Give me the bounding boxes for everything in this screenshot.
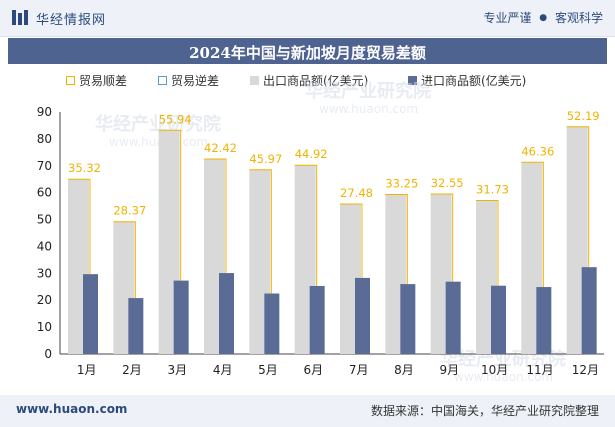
x-tick-label: 4月	[213, 363, 233, 377]
x-tick-label: 9月	[440, 363, 460, 377]
surplus-data-label: 44.92	[295, 147, 328, 161]
site-name: 华经情报网	[36, 13, 107, 28]
y-tick-label: 50	[37, 213, 52, 227]
surplus-bracket	[294, 164, 318, 286]
surplus-bracket	[385, 194, 408, 285]
y-tick-label: 40	[37, 239, 52, 253]
surplus-bracket	[158, 129, 182, 281]
surplus-data-label: 45.97	[249, 152, 282, 166]
surplus-data-label: 35.32	[68, 161, 101, 175]
x-tick-label: 5月	[258, 363, 278, 377]
y-tick-label: 30	[37, 266, 52, 280]
surplus-data-label: 42.42	[204, 141, 237, 155]
surplus-bracket	[476, 199, 499, 286]
surplus-data-label: 52.19	[567, 109, 600, 123]
y-tick-label: 90	[37, 105, 52, 119]
x-tick-label: 8月	[394, 363, 414, 377]
surplus-bracket	[113, 221, 136, 299]
surplus-data-label: 27.48	[340, 186, 373, 200]
import-bar	[83, 274, 98, 354]
y-tick-label: 0	[44, 347, 52, 361]
title-bar: 2024年中国与新加坡月度贸易差额	[8, 38, 607, 64]
import-bar	[400, 284, 416, 354]
x-tick-label: 1月	[77, 363, 97, 377]
import-bar	[264, 293, 280, 354]
surplus-data-label: 31.73	[476, 182, 509, 196]
import-bar	[581, 267, 597, 354]
surplus-data-label: 32.55	[431, 176, 464, 190]
bullet-icon: ●	[539, 13, 548, 23]
import-bar	[491, 285, 506, 354]
import-bar	[536, 287, 552, 354]
surplus-bracket	[566, 126, 590, 268]
surplus-data-label: 33.25	[385, 177, 418, 191]
slogan: 专业严谨 ● 客观科学	[483, 9, 603, 26]
slogan-right: 客观科学	[554, 11, 603, 25]
surplus-bracket	[249, 169, 272, 294]
surplus-bracket	[204, 158, 227, 274]
import-bar	[309, 285, 325, 354]
import-bar	[445, 281, 461, 354]
chart-title: 2024年中国与新加坡月度贸易差额	[189, 44, 426, 62]
surplus-data-label: 46.36	[521, 144, 554, 158]
import-bar	[355, 277, 370, 354]
x-tick-label: 10月	[481, 363, 508, 377]
import-bar	[173, 280, 189, 354]
watermark-url: www.huaon.com	[109, 135, 208, 149]
x-tick-label: 6月	[304, 363, 324, 377]
surplus-data-label: 28.37	[113, 204, 146, 218]
legend-swatch-export	[250, 76, 259, 85]
watermark-text: 华经产业研究院	[95, 113, 221, 135]
legend-label-surplus: 贸易顺差	[79, 74, 128, 88]
import-bar	[128, 298, 144, 354]
legend-label-import: 进口商品额(亿美元)	[421, 74, 527, 88]
y-tick-label: 60	[37, 186, 52, 200]
slogan-left: 专业严谨	[483, 11, 532, 25]
x-tick-label: 12月	[572, 363, 599, 377]
x-tick-label: 7月	[349, 363, 369, 377]
x-tick-label: 3月	[168, 363, 188, 377]
legend-swatch-deficit	[158, 76, 167, 85]
legend-label-deficit: 贸易逆差	[171, 74, 220, 88]
surplus-bracket	[521, 161, 544, 288]
surplus-bracket	[430, 193, 454, 282]
footer-bar: www.huaon.com 数据来源：中国海关，华经产业研究院整理	[0, 395, 615, 427]
bar-chart: 华经产业研究院www.huaon.com华经产业研究院www.huaon.com…	[37, 80, 604, 384]
watermark-text: 华经产业研究院	[305, 80, 431, 102]
footer-url: www.huaon.com	[16, 402, 128, 416]
surplus-data-label: 55.94	[159, 112, 192, 126]
y-tick-label: 80	[37, 132, 52, 146]
data-source: 数据来源：中国海关，华经产业研究院整理	[370, 404, 599, 418]
surplus-bracket	[68, 178, 91, 275]
legend-swatch-surplus	[66, 76, 75, 85]
legend-label-export: 出口商品额(亿美元)	[263, 74, 369, 88]
watermark-url: www.huaon.com	[319, 102, 418, 116]
x-tick-label: 2月	[122, 363, 142, 377]
y-tick-label: 70	[37, 159, 52, 173]
y-tick-label: 20	[37, 293, 52, 307]
watermark-url: www.huaon.com	[454, 370, 553, 384]
header-bar: 华经情报网 专业严谨 ● 客观科学	[0, 0, 615, 37]
x-tick-label: 11月	[526, 363, 553, 377]
surplus-bracket	[340, 203, 363, 278]
y-tick-label: 10	[37, 320, 52, 334]
huajing-logo-icon	[12, 10, 28, 25]
import-bar	[219, 273, 234, 354]
legend-swatch-import	[408, 76, 417, 85]
